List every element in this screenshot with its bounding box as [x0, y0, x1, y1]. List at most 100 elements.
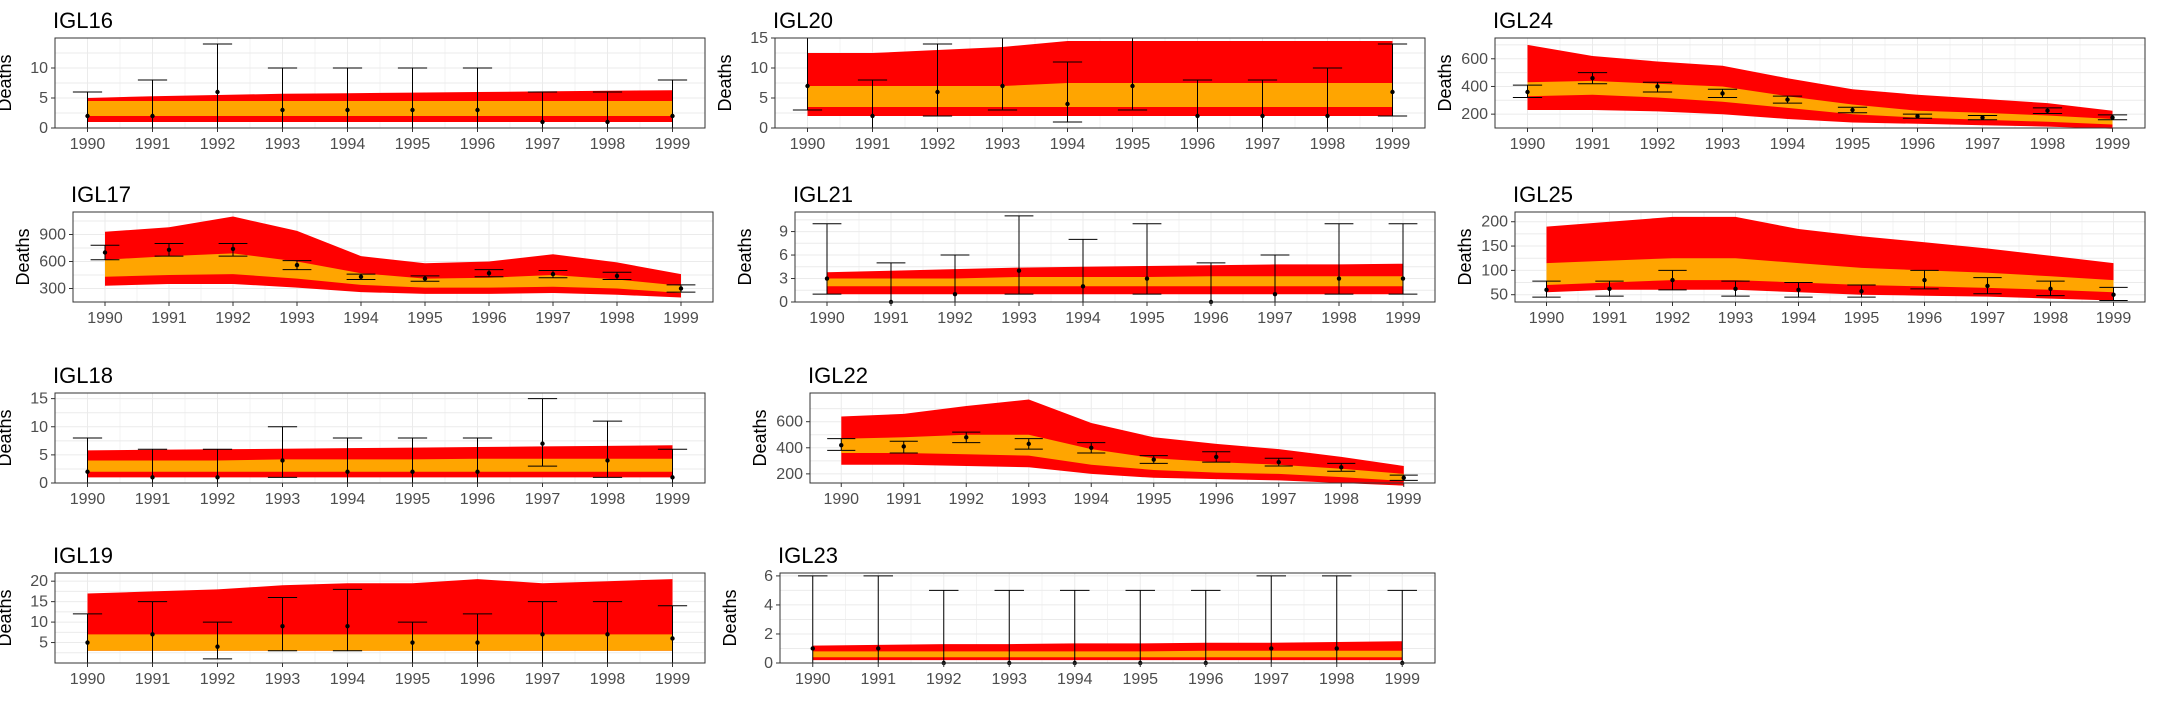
- data-point: [1016, 268, 1022, 273]
- data-point: [1336, 276, 1342, 281]
- errorbar: [1377, 43, 1408, 117]
- y-tick-label: 6: [764, 568, 773, 585]
- x-tick-label: 1991: [855, 136, 891, 153]
- data-point: [1785, 97, 1790, 102]
- x-tick-label: 1995: [395, 491, 431, 508]
- inner-band: [1527, 80, 2113, 125]
- data-point: [280, 107, 285, 113]
- data-point: [810, 646, 815, 651]
- data-point: [540, 441, 545, 446]
- data-point: [1144, 276, 1150, 281]
- data-point: [1269, 646, 1274, 651]
- x-tick-label: 1998: [1310, 136, 1346, 153]
- data-point: [870, 113, 875, 119]
- x-tick-label: 1994: [1065, 310, 1101, 327]
- data-point: [670, 636, 675, 641]
- x-tick-label: 1994: [1050, 136, 1086, 153]
- data-point: [1401, 475, 1406, 480]
- x-tick-label: 1997: [1245, 136, 1281, 153]
- data-point: [345, 107, 350, 113]
- x-tick-label: 1997: [1970, 310, 2006, 327]
- data-point: [475, 107, 480, 113]
- x-tick-label: 1991: [135, 491, 171, 508]
- x-tick-label: 1992: [200, 491, 236, 508]
- x-tick-label: 1993: [265, 491, 301, 508]
- x-tick-label: 1990: [1529, 310, 1565, 327]
- y-tick-label: 10: [30, 614, 48, 631]
- data-point: [358, 274, 364, 279]
- data-point: [614, 273, 620, 279]
- x-tick-label: 1999: [655, 671, 691, 688]
- y-tick-label: 15: [30, 391, 48, 408]
- data-point: [2110, 115, 2115, 120]
- data-point: [605, 632, 610, 637]
- outer-band: [87, 579, 673, 651]
- x-tick-label: 1996: [1188, 671, 1224, 688]
- panel-border: [54, 37, 706, 129]
- data-point: [2045, 108, 2050, 113]
- x-tick-label: 1996: [471, 310, 507, 327]
- panel-border: [779, 572, 1436, 664]
- panel-title: IGL21: [793, 182, 853, 207]
- y-tick-label: 20: [30, 573, 48, 590]
- x-tick-label: 1995: [395, 136, 431, 153]
- data-point: [678, 286, 684, 291]
- y-tick-label: 2: [764, 626, 773, 643]
- x-tick-label: 1990: [795, 671, 831, 688]
- panel-title: IGL18: [53, 363, 113, 388]
- data-point: [1000, 83, 1005, 89]
- x-tick-label: 1990: [1510, 136, 1546, 153]
- inner-band: [105, 253, 681, 293]
- chart-panel-igl16: 0 5 10 1990 1991 1992 1993 1994 1995 1996 1997 1998…: [0, 8, 706, 153]
- x-tick-label: 1993: [1718, 310, 1754, 327]
- chart-panel-igl17: 300 600 900 1990 1991 1992 1993 1994 1995 1996 199…: [13, 182, 714, 327]
- inner-band: [841, 434, 1404, 481]
- data-point: [1089, 445, 1094, 450]
- y-tick-label: 0: [764, 655, 773, 672]
- x-tick-label: 1997: [525, 671, 561, 688]
- data-point: [1859, 289, 1864, 294]
- inner-band: [87, 101, 673, 116]
- x-tick-label: 1999: [1385, 310, 1421, 327]
- data-point: [410, 107, 415, 113]
- y-tick-label: 600: [39, 254, 66, 271]
- x-tick-label: 1992: [200, 136, 236, 153]
- data-point: [605, 458, 610, 463]
- x-tick-label: 1992: [948, 491, 984, 508]
- data-point: [1922, 277, 1927, 283]
- panel-border: [54, 392, 706, 484]
- data-point: [1544, 287, 1549, 293]
- chart-panel-igl20: 0 5 10 15 1990 1991 1992 1993 1994 1995 1996 1997 19…: [715, 8, 1426, 153]
- y-axis-title: Deaths: [1455, 228, 1475, 285]
- y-tick-label: 5: [39, 447, 48, 464]
- y-tick-label: 400: [1461, 78, 1488, 95]
- data-point: [215, 475, 220, 480]
- data-point: [1260, 113, 1265, 119]
- inner-band: [812, 650, 1403, 658]
- chart-panel-igl23: 0 2 4 6 1990 1991 1992 1993 1994 1995 1996 1997 1998…: [720, 543, 1436, 688]
- x-tick-label: 1995: [1115, 136, 1151, 153]
- x-tick-label: 1997: [1253, 671, 1289, 688]
- data-point: [1400, 276, 1406, 281]
- x-tick-label: 1994: [1770, 136, 1806, 153]
- x-tick-label: 1999: [2095, 136, 2131, 153]
- x-tick-label: 1995: [1844, 310, 1880, 327]
- data-point: [1670, 277, 1675, 283]
- x-tick-label: 1996: [1198, 491, 1234, 508]
- x-tick-label: 1992: [1655, 310, 1691, 327]
- y-tick-label: 600: [776, 414, 803, 431]
- x-tick-label: 1999: [655, 491, 691, 508]
- data-point: [1334, 646, 1339, 651]
- x-tick-label: 1998: [599, 310, 635, 327]
- y-tick-label: 100: [1481, 262, 1508, 279]
- inner-band: [807, 83, 1393, 107]
- x-tick-label: 1998: [590, 671, 626, 688]
- errorbar: [1388, 223, 1418, 295]
- x-tick-label: 1991: [1592, 310, 1628, 327]
- data-point: [1980, 115, 1985, 120]
- data-point: [102, 250, 108, 255]
- y-tick-label: 300: [39, 281, 66, 298]
- data-point: [839, 442, 844, 448]
- data-point: [410, 640, 415, 645]
